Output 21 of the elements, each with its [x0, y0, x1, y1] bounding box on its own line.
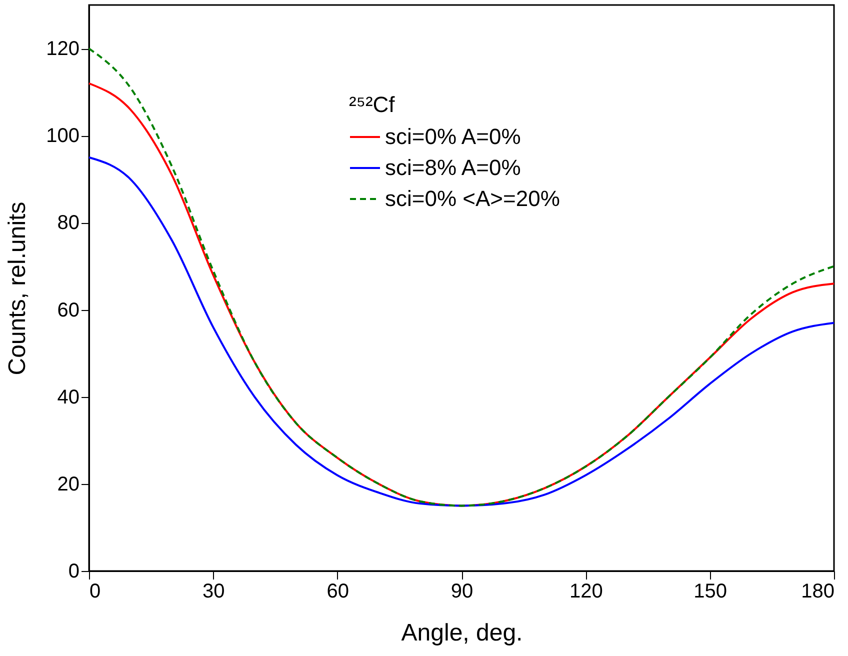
x-tick-label: 150	[694, 580, 728, 602]
y-tick-label: 0	[68, 560, 80, 582]
x-axis-title: Angle, deg.	[401, 620, 523, 646]
legend-label: sci=8% A=0%	[385, 155, 521, 180]
legend-label: sci=0% A=0%	[385, 124, 521, 149]
x-tick-label: 180	[801, 580, 834, 602]
x-tick-label: 90	[450, 580, 474, 602]
x-tick-label: 0	[90, 580, 101, 602]
y-tick-label: 40	[57, 386, 80, 408]
line-series	[88, 156, 835, 507]
legend-label: sci=0% <A>=20%	[385, 186, 560, 211]
y-tick-label: 120	[46, 38, 80, 60]
legend-title: ²⁵²Cf	[349, 92, 396, 117]
x-tick-label: 60	[326, 580, 349, 602]
y-tick-label: 20	[57, 473, 80, 496]
y-tick-label: 80	[57, 212, 80, 234]
x-tick-label: 120	[569, 580, 603, 602]
y-axis-title: Counts, rel.units	[4, 202, 32, 376]
y-tick-label: 60	[57, 299, 80, 322]
y-tick-label: 100	[46, 125, 80, 148]
x-tick-label: 30	[202, 580, 225, 602]
